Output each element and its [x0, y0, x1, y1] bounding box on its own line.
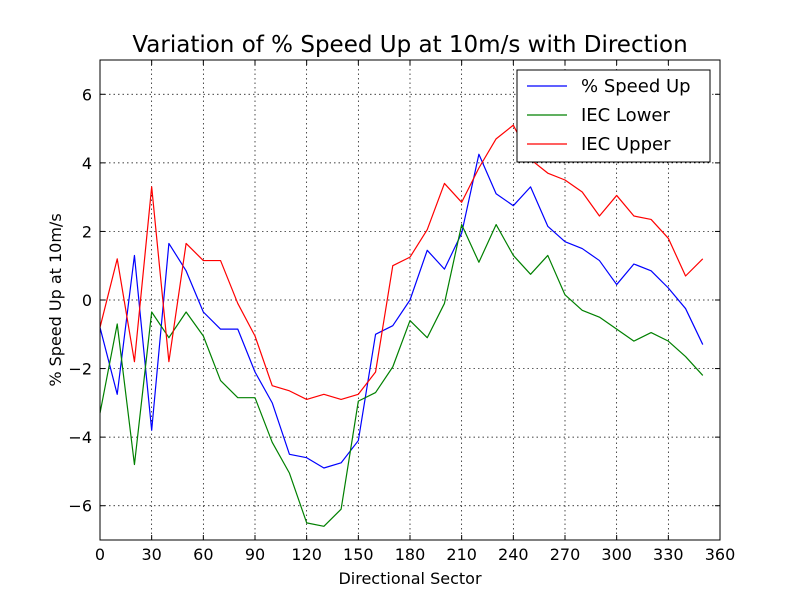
x-tick-label: 30 [141, 545, 161, 564]
y-tick-label: 0 [82, 291, 92, 310]
x-tick-label: 330 [653, 545, 684, 564]
x-tick-label: 360 [705, 545, 736, 564]
x-axis-label: Directional Sector [338, 569, 481, 588]
x-tick-label: 90 [245, 545, 265, 564]
x-tick-label: 270 [550, 545, 581, 564]
x-tick-label: 210 [446, 545, 477, 564]
x-tick-label: 120 [291, 545, 322, 564]
x-tick-label: 60 [193, 545, 213, 564]
legend: % Speed Up IEC Lower IEC Upper [516, 69, 711, 163]
y-tick-label: 4 [82, 154, 92, 173]
legend-label: IEC Upper [581, 134, 671, 155]
x-tick-label: 300 [601, 545, 632, 564]
y-axis-label: % Speed Up at 10m/s [46, 213, 65, 386]
y-tick-label: 2 [82, 222, 92, 241]
series-line-iec-lower [99, 223, 704, 527]
legend-box [516, 69, 711, 163]
series-line-iec-upper [99, 124, 704, 401]
y-tick-label: −4 [68, 428, 92, 447]
y-tick-label: 6 [82, 85, 92, 104]
x-tick-label: 150 [343, 545, 374, 564]
x-tick-label: 0 [95, 545, 105, 564]
x-tick-label: 180 [395, 545, 426, 564]
chart-title: Variation of % Speed Up at 10m/s with Di… [132, 32, 687, 58]
series-line-speed-up [99, 153, 704, 469]
y-tick-label: −6 [68, 497, 92, 516]
ticks: 0 30 60 90 120 150 180 210 240 270 300 330 360−6−4−2… [68, 60, 735, 564]
x-tick-label: 240 [498, 545, 529, 564]
plot-series [99, 124, 704, 527]
legend-label: IEC Lower [581, 105, 670, 126]
y-tick-label: −2 [68, 360, 92, 379]
legend-label: % Speed Up [581, 76, 691, 97]
